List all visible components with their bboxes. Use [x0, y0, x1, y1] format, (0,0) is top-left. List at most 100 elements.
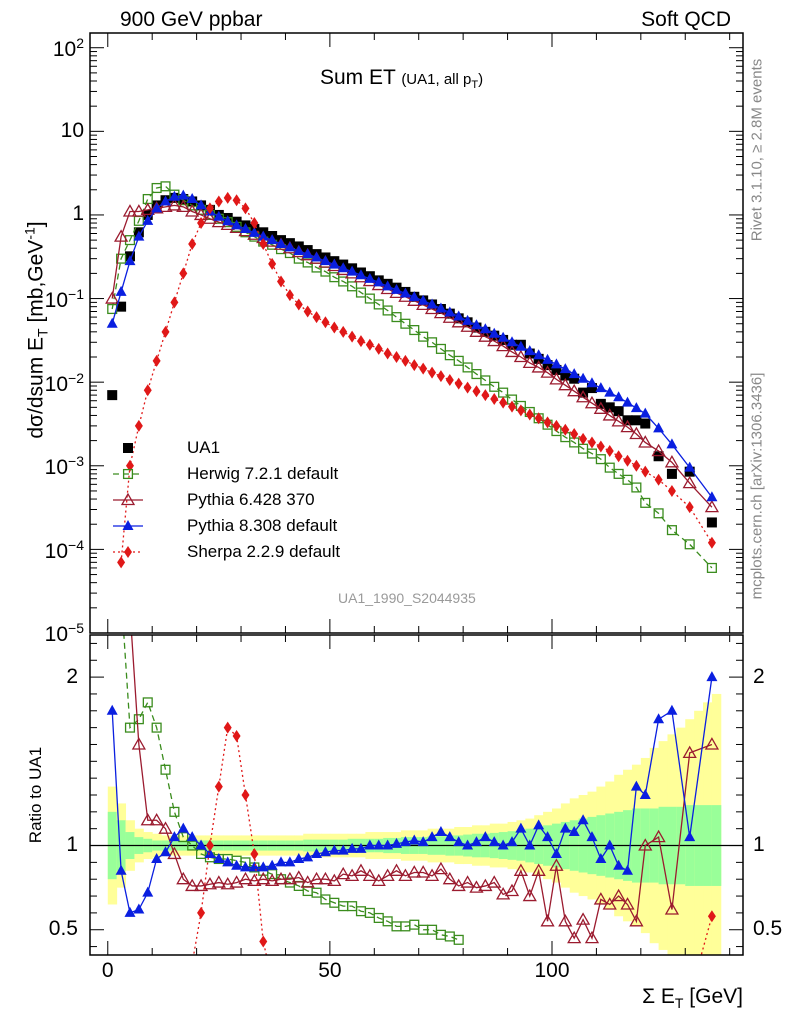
data-point	[426, 298, 438, 309]
ratio-point	[604, 839, 616, 850]
legend-entry: UA1	[187, 438, 221, 457]
legend-entry: Sherpa 2.2.9 default	[187, 542, 341, 561]
plot-title-main: Sum ET	[320, 66, 396, 89]
ratio-point	[540, 914, 555, 927]
data-point	[540, 365, 555, 378]
data-point	[143, 384, 152, 397]
data-point	[418, 331, 429, 342]
ratio-y-tick-label: 2	[66, 664, 78, 688]
ratio-point	[620, 897, 635, 910]
ratio-point	[408, 834, 420, 845]
data-point	[611, 414, 626, 427]
ratio-point	[214, 780, 223, 793]
data-point	[160, 181, 171, 192]
ratio-point	[220, 876, 235, 890]
ratio-point	[373, 839, 385, 850]
data-point	[462, 362, 473, 373]
ratio-point	[318, 871, 333, 885]
ratio-point	[160, 846, 172, 857]
ratio-point	[241, 789, 250, 801]
data-point	[312, 311, 321, 324]
ratio-point	[348, 991, 356, 1003]
ratio-point	[416, 865, 431, 878]
data-point	[664, 455, 680, 468]
data-point	[542, 353, 554, 364]
data-point	[469, 324, 484, 337]
ratio-point	[451, 878, 466, 892]
ratio-point	[302, 851, 314, 862]
data-point	[160, 195, 172, 206]
ratio-point	[593, 892, 608, 905]
legend-entry: Pythia 6.428 370	[187, 490, 315, 509]
data-point	[596, 440, 605, 453]
ratio-point	[707, 910, 716, 923]
data-point	[569, 373, 580, 384]
ratio-point	[462, 839, 474, 850]
data-point	[631, 482, 642, 493]
legend-entry: Herwig 7.2.1 default	[187, 464, 339, 483]
data-point	[140, 202, 155, 216]
y-tick-label: 10−5	[44, 620, 84, 647]
data-point	[232, 194, 241, 207]
series-line	[120, 197, 713, 563]
data-point	[266, 234, 278, 245]
ratio-point	[375, 991, 383, 1003]
data-point	[392, 350, 401, 363]
ratio-point	[559, 822, 571, 833]
ratio-point	[115, 864, 127, 875]
data-point	[622, 474, 633, 485]
data-point	[158, 199, 173, 212]
ratio-point	[542, 831, 554, 842]
ratio-point	[595, 853, 607, 863]
data-point	[259, 237, 268, 250]
x-tick-label: 100	[534, 959, 570, 983]
ratio-line	[130, 635, 713, 941]
ratio-point	[460, 875, 475, 888]
data-point	[410, 359, 419, 372]
ratio-point	[398, 868, 413, 881]
data-point	[587, 436, 596, 449]
ratio-series-herwig	[123, 635, 464, 945]
data-point	[231, 219, 243, 230]
ratio-point	[435, 826, 447, 837]
series-herwig	[107, 181, 717, 573]
data-point	[472, 385, 481, 398]
series-pythia	[106, 189, 718, 502]
ratio-point	[124, 906, 136, 917]
ratio-point	[704, 737, 720, 750]
data-point	[115, 285, 127, 296]
data-point	[355, 287, 367, 298]
ratio-point	[311, 847, 323, 858]
ratio-y-tick-label-right: 1	[753, 832, 765, 856]
ratio-point	[597, 991, 605, 1003]
data-point	[186, 193, 198, 204]
data-point	[613, 391, 625, 402]
data-point	[620, 419, 635, 433]
ratio-point	[282, 871, 298, 885]
data-point	[462, 314, 474, 325]
data-point	[471, 369, 482, 380]
data-point	[277, 275, 286, 288]
ratio-point	[327, 873, 342, 887]
data-point	[552, 419, 561, 432]
ratio-point	[653, 713, 665, 724]
ratio-point	[639, 789, 651, 799]
ratio-point	[160, 764, 171, 775]
data-point	[176, 199, 191, 212]
ratio-point	[355, 842, 367, 853]
ratio-point	[364, 839, 376, 850]
ratio-point	[428, 991, 436, 1003]
x-tick-label: 50	[318, 959, 342, 983]
x-tick-label: 0	[101, 959, 114, 983]
data-point	[602, 408, 617, 421]
ratio-point	[158, 821, 173, 834]
rivet-side-label: Rivet 3.1.10, ≥ 2.8M events	[748, 58, 766, 242]
data-point	[444, 350, 455, 361]
ratio-point	[257, 861, 269, 872]
ratio-point	[588, 991, 596, 1003]
ratio-point	[490, 991, 498, 1003]
ratio-point	[584, 930, 600, 944]
data-point	[250, 217, 259, 230]
data-point	[586, 377, 598, 388]
data-point	[631, 415, 642, 426]
